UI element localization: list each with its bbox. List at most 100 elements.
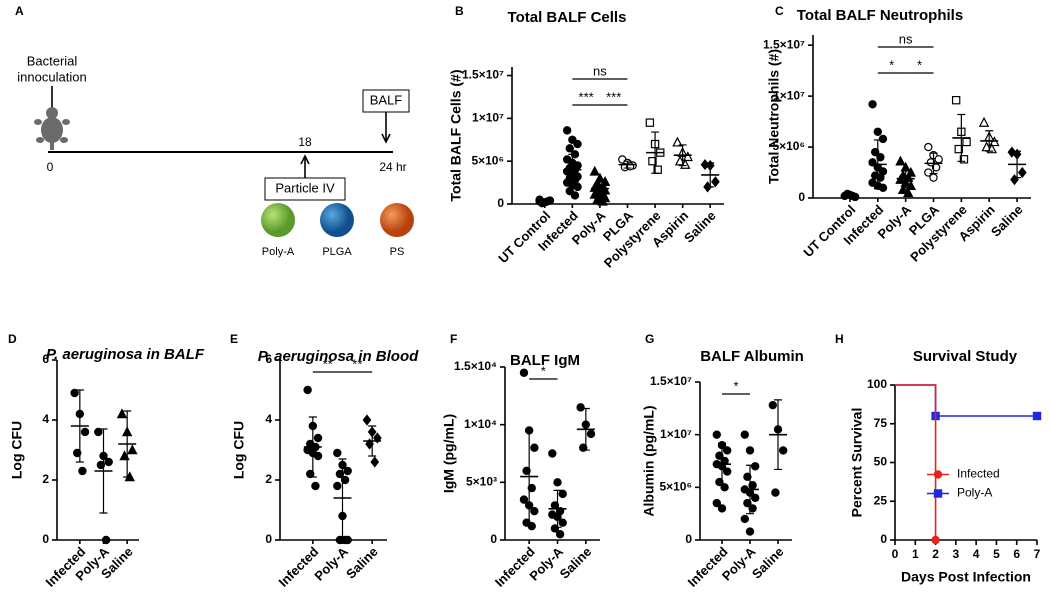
x-tick-label: 7 xyxy=(1034,547,1041,561)
data-point xyxy=(751,493,760,503)
error-bar xyxy=(553,489,562,528)
x-tick-label: 1 xyxy=(912,547,919,561)
error-bar xyxy=(99,428,108,514)
error-bar xyxy=(75,389,84,463)
error-bar xyxy=(985,130,994,152)
y-tick-label: 2 xyxy=(42,472,49,486)
chart-title: Survival Study xyxy=(913,348,1018,365)
y-tick-label: 5×10³ xyxy=(466,475,497,489)
time-label: 24 hr xyxy=(379,160,406,174)
data-point xyxy=(573,139,582,149)
significance-label: ns xyxy=(899,31,913,46)
data-point xyxy=(548,449,557,458)
data-point xyxy=(555,530,565,539)
survival-line xyxy=(895,384,937,540)
chart-title: P. aeruginosa in Blood xyxy=(258,348,419,365)
x-tick-label: Poly-A xyxy=(311,544,351,584)
x-tick-label: 3 xyxy=(953,547,960,561)
data-point xyxy=(303,385,312,395)
data-point xyxy=(682,151,694,162)
y-tick-label: 25 xyxy=(874,493,888,507)
y-axis-label: Total BALF Cells (#) xyxy=(448,70,464,202)
data-point xyxy=(903,187,914,198)
data-point xyxy=(333,481,342,491)
error-bar xyxy=(581,407,590,451)
data-point xyxy=(924,142,933,152)
survival-line xyxy=(895,384,1037,417)
particle-name: PLGA xyxy=(322,246,352,258)
y-tick-label: 0 xyxy=(798,190,805,204)
significance-label: * xyxy=(541,363,546,378)
error-bar xyxy=(308,416,317,478)
data-point xyxy=(343,466,352,476)
data-point xyxy=(73,448,82,458)
data-point xyxy=(933,470,943,479)
panel-letter: D xyxy=(8,332,17,346)
data-point xyxy=(645,118,655,127)
particle-label: Particle IV xyxy=(275,180,335,195)
significance-label: ns xyxy=(593,63,607,78)
error-bar xyxy=(873,139,882,190)
significance-label: ** xyxy=(352,356,362,371)
data-point xyxy=(562,126,572,135)
y-tick-label: 0 xyxy=(880,532,887,546)
y-tick-label: 4 xyxy=(42,412,49,426)
significance-label: *** xyxy=(579,89,594,104)
panel-letter: G xyxy=(645,332,654,346)
error-bar xyxy=(718,442,726,486)
significance-label: * xyxy=(733,378,738,393)
error-bar xyxy=(929,152,938,175)
data-point xyxy=(873,127,882,136)
data-point xyxy=(570,191,580,200)
data-point xyxy=(751,462,760,471)
error-bar xyxy=(957,113,966,162)
y-tick-label: 1.5×10⁷ xyxy=(650,374,692,388)
panel-letter: E xyxy=(230,332,238,346)
error-bar xyxy=(678,144,687,167)
y-tick-label: 5×10⁶ xyxy=(659,480,692,494)
error-bar xyxy=(706,162,715,188)
y-tick-label: 5×10⁶ xyxy=(471,153,504,167)
data-point xyxy=(340,475,350,485)
y-tick-label: 4 xyxy=(265,412,272,426)
error-bar xyxy=(123,410,132,478)
particle-name: Poly-A xyxy=(262,246,295,258)
chart-panel: F BALF IgM IgM (pg/mL) 0 5×10³ 1×10⁴ 1.5×10⁴ In… xyxy=(441,332,600,590)
data-point xyxy=(743,472,752,481)
data-point xyxy=(931,535,940,545)
error-bar xyxy=(540,199,549,204)
data-point xyxy=(878,183,888,193)
y-axis-label: Albumin (pg/mL) xyxy=(641,405,657,516)
data-point xyxy=(779,446,788,455)
x-axis-label: Days Post Infection xyxy=(901,569,1031,585)
inoculation-label: Bacterial xyxy=(27,53,78,68)
y-axis-label: Log CFU xyxy=(9,421,25,479)
y-tick-label: 1×10⁴ xyxy=(464,417,497,431)
data-point xyxy=(78,466,87,476)
data-point xyxy=(924,168,933,177)
data-point xyxy=(740,430,750,439)
data-point xyxy=(934,155,943,164)
y-tick-label: 5×10⁶ xyxy=(772,139,805,153)
data-point xyxy=(897,184,909,195)
particle-sphere xyxy=(261,203,295,237)
data-point xyxy=(550,524,560,533)
data-point xyxy=(771,488,780,497)
data-point xyxy=(519,368,529,377)
error-bar xyxy=(746,464,754,515)
x-tick-label: 0 xyxy=(892,547,899,561)
data-point xyxy=(558,518,567,527)
chart-panel: B Total BALF Cells Total BALF Cells (#) 0 5×… xyxy=(448,4,724,271)
significance-label: ** xyxy=(323,356,333,371)
y-tick-label: 100 xyxy=(867,377,887,391)
data-point xyxy=(311,481,320,491)
data-point xyxy=(711,176,720,188)
error-bar xyxy=(651,131,660,174)
panel-letter: H xyxy=(835,332,844,346)
y-tick-label: 1×10⁷ xyxy=(472,111,504,125)
data-point xyxy=(933,489,943,498)
y-tick-label: 1.5×10⁷ xyxy=(763,37,805,51)
